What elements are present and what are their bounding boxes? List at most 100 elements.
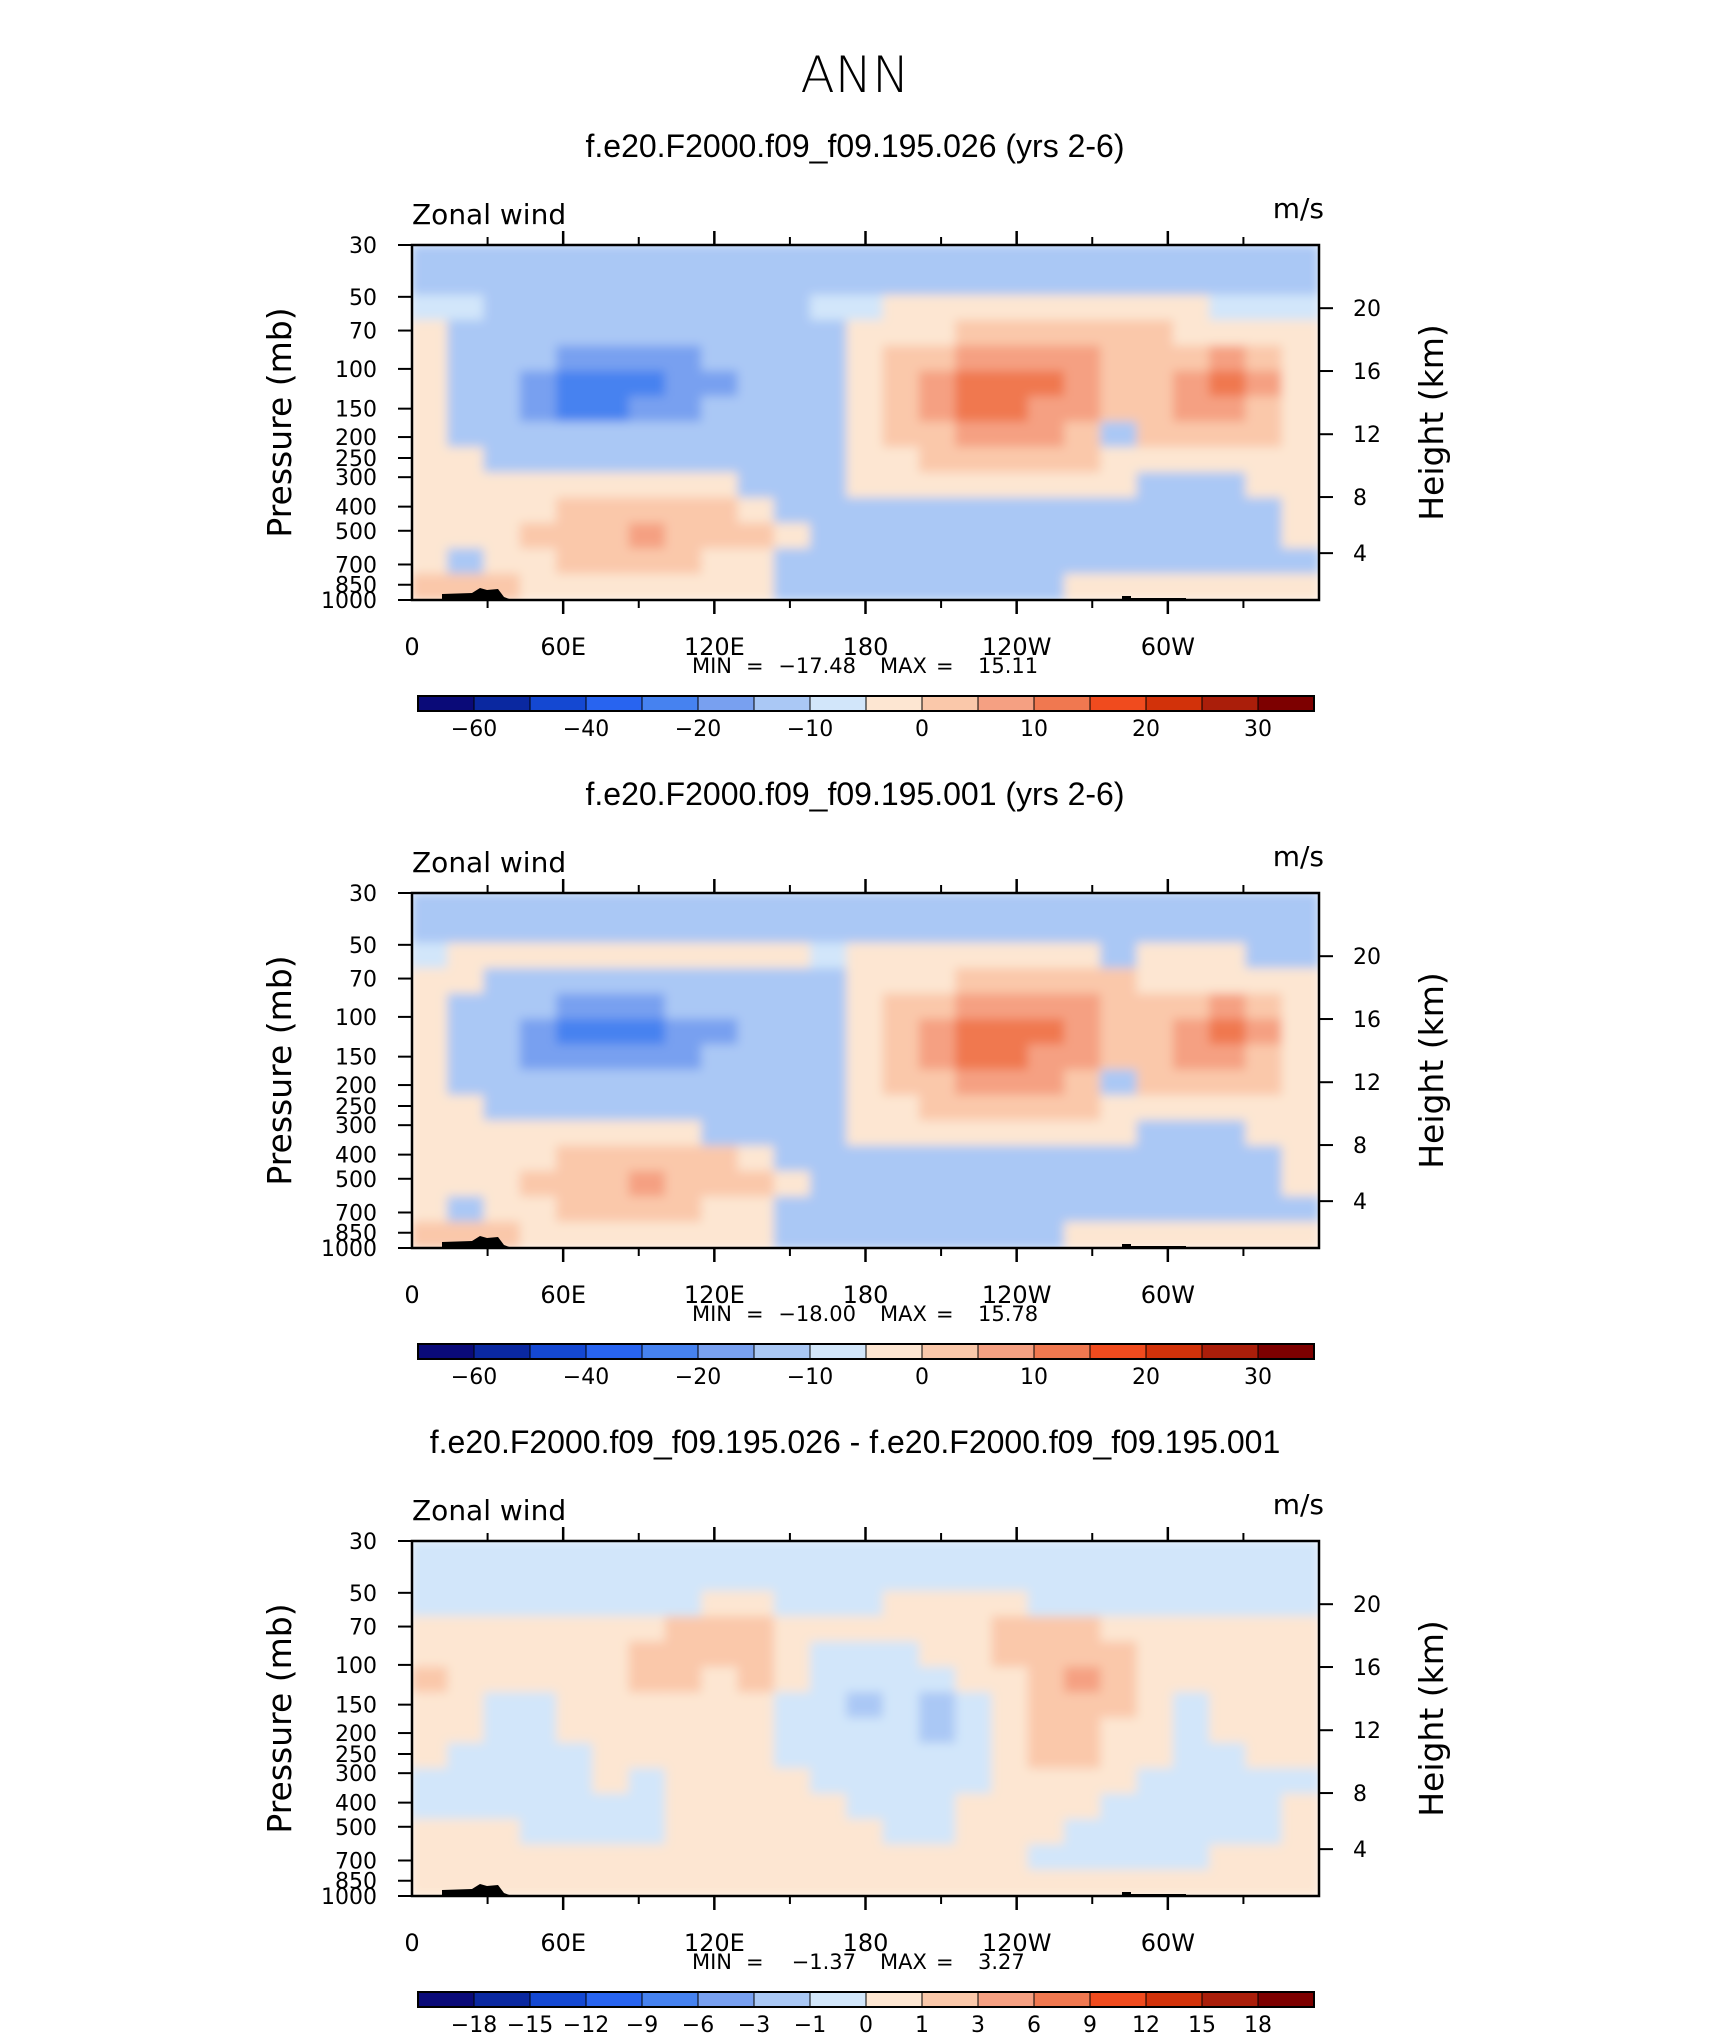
contour-cell — [1027, 1069, 1067, 1097]
contour-cell — [955, 1717, 994, 1745]
contour-cell — [1281, 942, 1319, 971]
contour-cell — [810, 1565, 849, 1593]
y-tick-label: 500 — [335, 520, 377, 545]
contour-cell — [810, 942, 849, 971]
contour-cell — [412, 1818, 450, 1847]
contour-cell — [1281, 968, 1319, 996]
contour-cell — [1245, 1616, 1284, 1644]
contour-cell — [519, 993, 559, 1021]
contour-cell — [1172, 522, 1212, 551]
contour-cell — [991, 1196, 1030, 1224]
contour-cell — [1100, 1641, 1139, 1669]
contour-cell — [592, 1069, 631, 1097]
contour-cell — [628, 1120, 667, 1148]
contour-cell — [447, 1094, 486, 1123]
contour-cell — [556, 1590, 595, 1619]
contour-cell — [846, 269, 885, 297]
contour-cell — [519, 893, 559, 920]
colorbar-swatch — [921, 1991, 979, 2008]
contour-cell — [1136, 1717, 1175, 1745]
contour-cell — [664, 1793, 704, 1821]
y-tick-label: 400 — [335, 1144, 377, 1169]
max-label: MAX — [880, 1950, 927, 1974]
contour-cell — [1136, 573, 1175, 600]
contour-cell — [1100, 1170, 1139, 1199]
contour-cell — [991, 1742, 1030, 1771]
contour-cell — [556, 548, 595, 576]
contour-cell — [955, 893, 994, 920]
contour-cell — [447, 942, 486, 971]
contour-cell — [1100, 1221, 1139, 1248]
contour-cell — [1064, 942, 1103, 971]
contour-cell — [1281, 294, 1319, 323]
contour-cell — [918, 942, 958, 971]
colorbar-swatch — [585, 695, 643, 712]
min-value: −1.37 — [792, 1950, 856, 1974]
contour-cell — [1245, 1196, 1284, 1224]
x-tick-label: 120W — [982, 633, 1052, 661]
contour-cell — [846, 1565, 885, 1593]
contour-cell — [556, 1094, 595, 1123]
contour-cell — [556, 1793, 595, 1821]
contour-cell — [810, 370, 849, 399]
contour-cell — [519, 345, 559, 373]
contour-cell — [1281, 1768, 1319, 1796]
contour-cell — [737, 1717, 776, 1745]
contour-cell — [483, 345, 522, 373]
max-label: MAX — [880, 654, 927, 678]
contour-cell — [1281, 1221, 1319, 1248]
contour-cell — [1245, 396, 1284, 424]
colorbar-swatch — [1201, 1991, 1259, 2008]
contour-cell — [628, 497, 667, 525]
x-tick-label: 60W — [1141, 1929, 1195, 1957]
contour-cell — [1136, 1170, 1175, 1199]
contour-cell — [846, 893, 885, 920]
colorbar-swatch — [697, 1991, 755, 2008]
contour-cell — [701, 1768, 740, 1796]
contour-cell — [628, 548, 667, 576]
contour-cell — [882, 548, 921, 576]
contour-cell — [412, 1145, 450, 1173]
contour-cell — [1064, 497, 1103, 525]
contour-cell — [628, 1641, 667, 1669]
contour-cell — [1245, 1565, 1284, 1593]
contour-cell — [810, 1069, 849, 1097]
contour-cell — [483, 1717, 522, 1745]
colorbar-label: 30 — [1244, 1365, 1272, 1390]
contour-cell — [519, 1069, 559, 1097]
contour-cell — [1245, 446, 1284, 475]
contour-cell — [664, 370, 704, 399]
contour-cell — [628, 1170, 667, 1199]
contour-cell — [1100, 1869, 1139, 1896]
contour-cell — [1136, 294, 1175, 323]
contour-cell — [773, 1145, 813, 1173]
contour-cell — [664, 573, 704, 600]
colorbar-swatch — [641, 1343, 699, 1360]
colorbar-swatch — [1033, 695, 1091, 712]
x-tick-label: 60E — [540, 1929, 586, 1957]
contour-cell — [556, 370, 595, 399]
contour-cell — [991, 472, 1030, 500]
contour-cell — [737, 968, 776, 996]
contour-cell — [628, 1666, 667, 1695]
y-tick-label: 30 — [349, 234, 377, 259]
colorbar-swatch — [809, 1343, 867, 1360]
panel-title: f.e20.F2000.f09_f09.195.026 (yrs 2-6) — [585, 128, 1124, 164]
contour-cell — [628, 1742, 667, 1771]
contour-cell — [737, 446, 776, 475]
contour-cell — [846, 245, 885, 272]
contour-cell — [664, 245, 704, 272]
colorbar-swatch — [641, 695, 699, 712]
contour-cell — [592, 396, 631, 424]
contour-cell — [1027, 421, 1067, 449]
contour-cell — [810, 446, 849, 475]
contour-cell — [1064, 1768, 1103, 1796]
contour-cell — [737, 1120, 776, 1148]
contour-cell — [412, 1844, 450, 1872]
contour-cell — [592, 917, 631, 945]
contour-cell — [519, 1742, 559, 1771]
contour-cell — [1281, 1818, 1319, 1847]
contour-cell — [991, 1120, 1030, 1148]
contour-cell — [918, 269, 958, 297]
y-right-tick-label: 12 — [1353, 423, 1381, 448]
